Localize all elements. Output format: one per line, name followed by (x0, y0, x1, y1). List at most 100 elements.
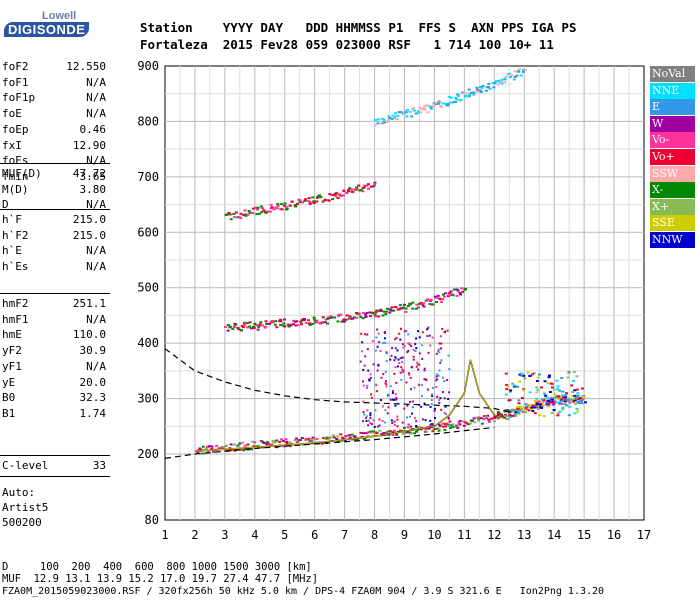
echo-mark (486, 414, 490, 417)
echo-mark (311, 196, 315, 199)
spread-echo-mark (410, 388, 413, 391)
echo-mark (473, 421, 477, 424)
spread-echo-mark (382, 342, 385, 345)
param-key: fmin (2, 169, 29, 183)
echo-mark (484, 89, 488, 92)
echo-mark (384, 313, 388, 316)
echo-mark (376, 118, 380, 121)
echo-mark (249, 327, 253, 330)
echo-mark (516, 407, 520, 410)
echo-mark (390, 117, 394, 120)
echo-mark (424, 428, 428, 431)
spread-echo-mark (372, 363, 375, 366)
echo-mark (237, 216, 241, 219)
spread-echo-mark (368, 380, 371, 383)
echo-mark (342, 319, 346, 322)
echo-mark (392, 309, 396, 312)
spread-echo-mark (573, 402, 577, 405)
echo-mark (302, 319, 306, 322)
echo-mark (428, 303, 432, 306)
param-key: h`E (2, 244, 22, 258)
echo-mark (342, 194, 346, 197)
param-key: yF1 (2, 359, 22, 373)
echo-mark (513, 75, 517, 78)
echo-mark (580, 402, 584, 405)
echo-mark (485, 416, 489, 419)
echo-mark (555, 397, 559, 400)
echo-mark (239, 212, 243, 215)
x-tick-label: 13 (517, 528, 531, 542)
spread-echo-mark (391, 421, 394, 424)
echo-mark (411, 307, 415, 310)
echo-mark (355, 316, 359, 319)
echo-mark (442, 102, 446, 105)
echo-mark (477, 418, 481, 421)
echo-mark (391, 431, 395, 434)
spread-echo-mark (384, 382, 387, 385)
echo-mark (441, 298, 445, 301)
param-key: MUF(D) (2, 167, 42, 180)
spread-echo-mark (383, 337, 386, 340)
spread-echo-mark (372, 419, 375, 422)
echo-mark (331, 316, 335, 319)
echo-mark (514, 411, 518, 414)
spread-echo-mark (550, 386, 554, 389)
echo-mark (406, 426, 410, 429)
echo-mark (393, 114, 397, 117)
echo-mark (406, 305, 410, 308)
spread-echo-mark (393, 423, 396, 426)
param-fxi: fxI 12.90 (2, 139, 106, 153)
x-tick-label: 8 (371, 528, 378, 542)
spread-echo-mark (512, 385, 516, 388)
echo-mark (411, 427, 415, 430)
echo-mark (373, 124, 377, 127)
echo-mark (375, 309, 379, 312)
spread-echo-mark (576, 394, 580, 397)
spread-echo-mark (547, 376, 551, 379)
echo-mark (273, 441, 277, 444)
echo-mark (458, 291, 462, 294)
echo-mark (377, 309, 381, 312)
echo-mark (242, 449, 246, 452)
spread-echo-mark (537, 373, 541, 376)
param-value: 47.72 (72, 167, 106, 180)
echo-mark (231, 327, 235, 330)
echo-mark (448, 426, 452, 429)
echo-mark (504, 414, 508, 417)
spread-echo-mark (410, 366, 413, 369)
echo-mark (518, 68, 522, 71)
echo-mark (537, 405, 541, 408)
spread-echo-mark (403, 344, 406, 347)
echo-mark (415, 430, 419, 433)
echo-mark (242, 214, 246, 217)
echo-mark (307, 437, 311, 440)
echo-mark (464, 94, 468, 97)
echo-mark (265, 441, 269, 444)
echo-mark (223, 325, 227, 328)
echo-mark (430, 423, 434, 426)
legend-e: E (650, 99, 695, 116)
echo-mark (343, 439, 347, 442)
echo-mark (351, 434, 355, 437)
echo-mark (513, 70, 517, 73)
echo-mark (258, 212, 262, 215)
spread-echo-mark (385, 360, 388, 363)
spread-echo-mark (511, 410, 515, 413)
echo-mark (417, 110, 421, 113)
spread-echo-mark (416, 363, 419, 366)
spread-echo-mark (411, 412, 414, 415)
spread-echo-mark (364, 355, 367, 358)
spread-echo-mark (528, 374, 532, 377)
param-he: h`E N/A (2, 244, 106, 258)
echo-mark (464, 287, 468, 290)
echo-mark (545, 401, 549, 404)
echo-mark (275, 439, 279, 442)
echo-mark (467, 88, 471, 91)
echo-mark (234, 211, 238, 214)
echo-mark (478, 89, 482, 92)
echo-mark (566, 398, 570, 401)
echo-mark (307, 322, 311, 325)
spread-echo-mark (409, 376, 412, 379)
spread-echo-mark (424, 419, 427, 422)
echo-mark (571, 395, 575, 398)
